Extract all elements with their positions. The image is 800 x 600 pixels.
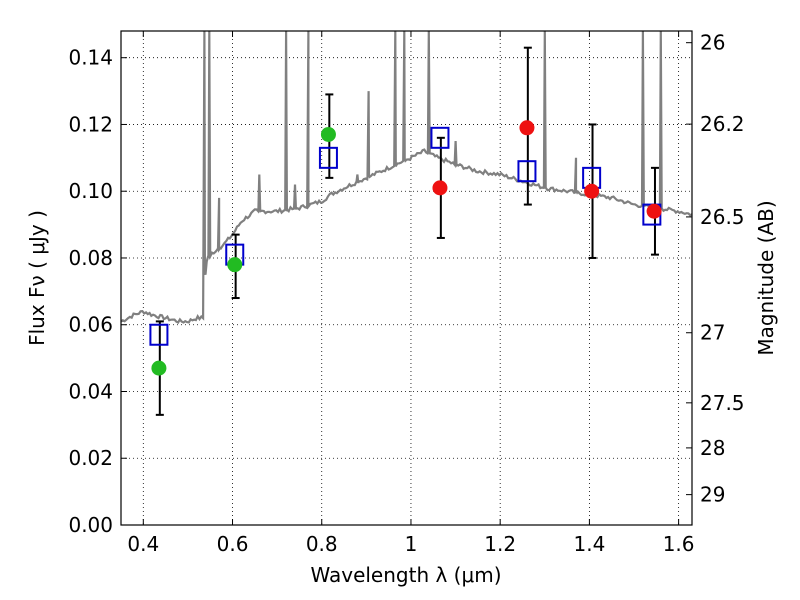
y-tick-label: 0.04 <box>68 379 113 403</box>
observed-flux-point <box>227 257 243 273</box>
y2-tick-label: 27 <box>700 321 725 345</box>
observed-flux-point <box>584 183 600 199</box>
y-tick-label: 0.08 <box>68 246 113 270</box>
observed-flux-point <box>646 203 662 219</box>
y2-axis-title: Magnitude (AB) <box>754 200 778 355</box>
y2-tick-label: 26 <box>700 31 725 55</box>
model-photometry-square <box>149 323 169 346</box>
plot-frame <box>120 30 693 526</box>
observed-flux-point <box>320 126 336 142</box>
y-axis-title: Flux Fν ( μJy ) <box>25 210 49 346</box>
observed-flux-point <box>432 180 448 196</box>
y-tick-label: 0.14 <box>68 46 113 70</box>
model-photometry-square <box>517 160 537 183</box>
observed-flux-point <box>519 120 535 136</box>
y2-tick-label: 27.5 <box>700 391 745 415</box>
y2-tick-label: 26.2 <box>700 112 745 136</box>
observed-flux-point <box>151 360 167 376</box>
y2-tick-label: 26.5 <box>700 205 745 229</box>
y-tick-label: 0.12 <box>68 112 113 136</box>
x-tick-label: 0.4 <box>127 532 159 556</box>
y2-axis-ticks: 26 26.2 26.5 27 27.5 28 29 <box>686 31 745 507</box>
plot-content <box>121 31 692 416</box>
data-markers <box>149 120 662 376</box>
model-photometry-square <box>318 146 338 169</box>
x-tick-label: 0.6 <box>217 532 249 556</box>
model-photometry-square <box>430 126 450 149</box>
y-tick-label: 0.06 <box>68 313 113 337</box>
y-tick-label: 0.02 <box>68 446 113 470</box>
x-tick-label: 1.4 <box>573 532 605 556</box>
x-tick-label: 0.8 <box>306 532 338 556</box>
y-tick-label: 0.00 <box>68 513 113 537</box>
y-axis-ticks: 0.00 0.02 0.04 0.06 0.08 0.10 0.12 0.14 <box>68 46 127 537</box>
x-tick-label: 1 <box>405 532 418 556</box>
x-axis-ticks: 0.4 0.6 0.8 1 1.2 1.4 1.6 <box>127 31 695 556</box>
x-tick-label: 1.6 <box>663 532 695 556</box>
x-axis-title: Wavelength λ (μm) <box>310 563 501 587</box>
x-tick-label: 1.2 <box>484 532 516 556</box>
y-tick-label: 0.10 <box>68 179 113 203</box>
y2-tick-label: 28 <box>700 436 725 460</box>
y2-tick-label: 29 <box>700 483 725 507</box>
